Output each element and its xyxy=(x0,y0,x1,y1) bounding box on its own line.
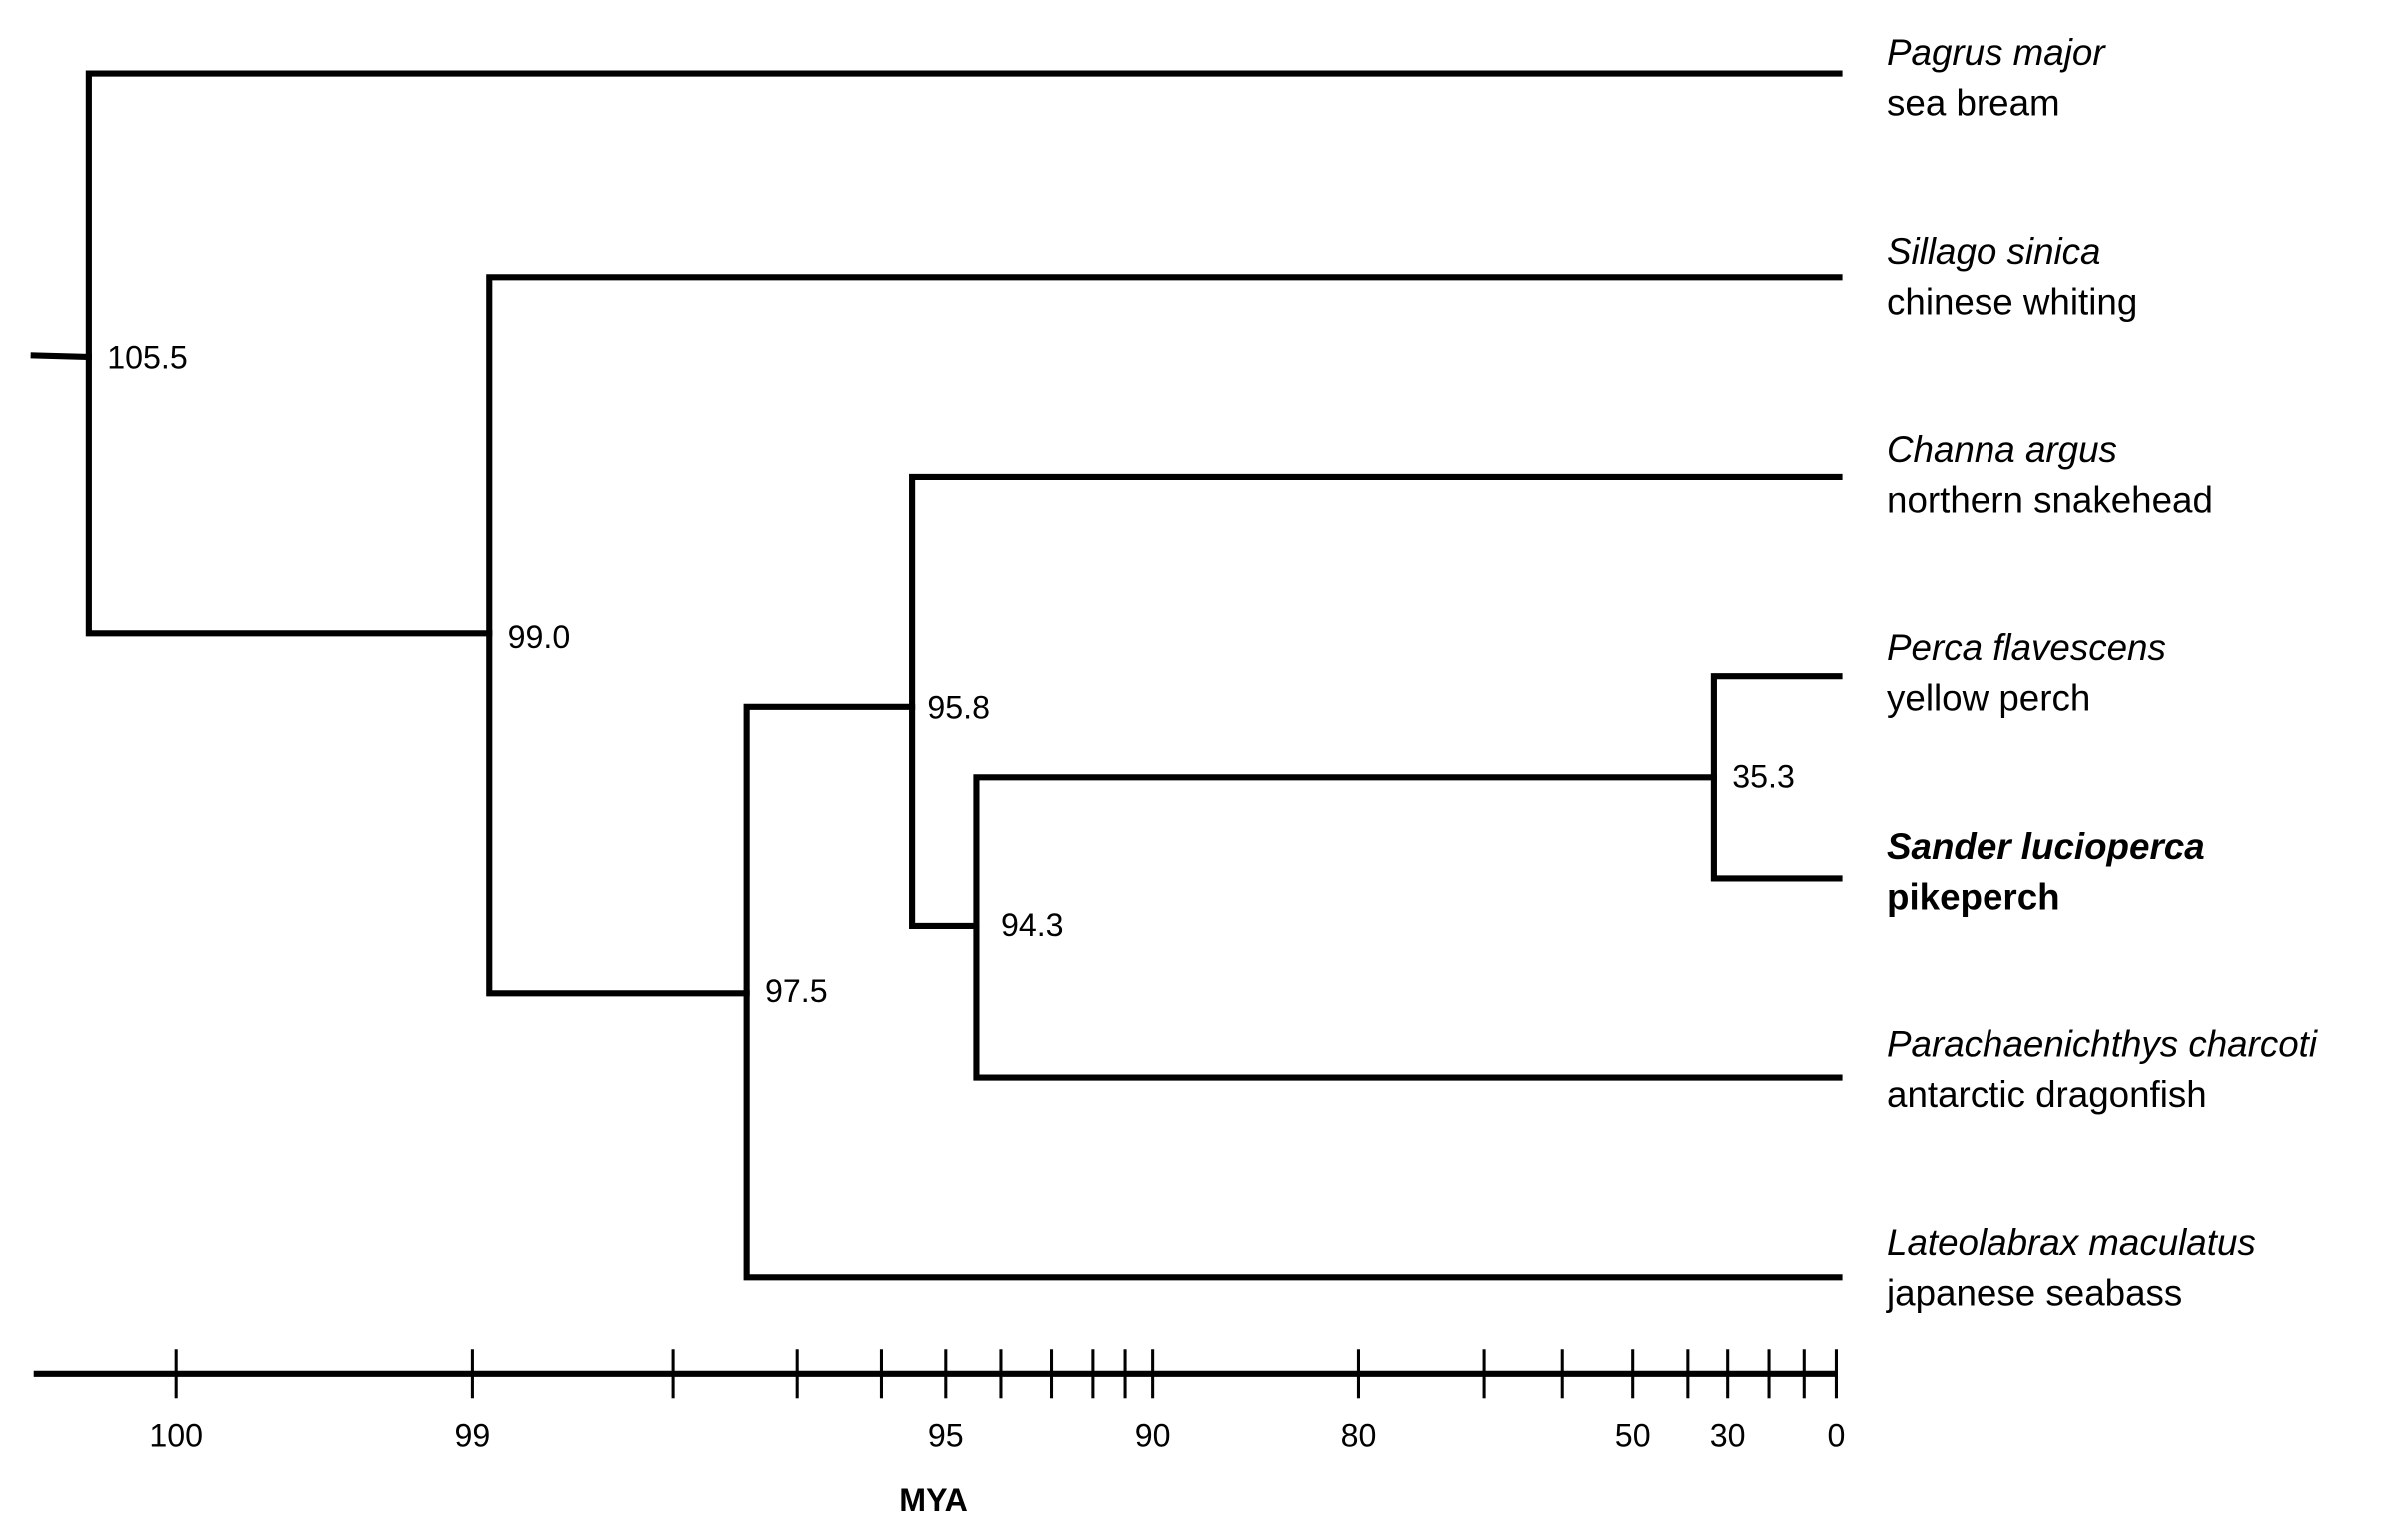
taxon-latin-name: Channa argus xyxy=(1887,429,2117,470)
branch xyxy=(1710,673,1843,882)
axis-tick-label: 90 xyxy=(1135,1418,1171,1454)
taxon-common-name: sea bream xyxy=(1887,82,2060,123)
taxon-common-name: yellow perch xyxy=(1887,677,2090,718)
node-labels: 105.5 99.0 97.5 95.8 94.3 35.3 xyxy=(107,340,1795,1009)
taxon-common-name: northern snakehead xyxy=(1887,480,2213,521)
branches xyxy=(30,70,1843,1281)
node-label: 35.3 xyxy=(1732,758,1795,794)
branch xyxy=(486,274,1843,997)
taxon-common-name: japanese seabass xyxy=(1886,1272,2182,1313)
branch xyxy=(909,473,1843,929)
taxon-latin-name: Sander lucioperca xyxy=(1887,826,2205,867)
axis-tick-label: 50 xyxy=(1615,1418,1651,1454)
branch xyxy=(743,703,1843,1281)
node-label: 97.5 xyxy=(765,973,828,1009)
node-label: 95.8 xyxy=(927,689,990,725)
taxon-latin-name: Pagrus major xyxy=(1887,32,2106,73)
branch xyxy=(85,70,1843,637)
axis-tick-label: 80 xyxy=(1341,1418,1377,1454)
taxon-latin-name: Lateolabrax maculatus xyxy=(1887,1222,2256,1263)
taxon-common-name: antarctic dragonfish xyxy=(1887,1074,2207,1115)
taxon-common-name: pikeperch xyxy=(1887,877,2060,918)
axis-tick-label: 95 xyxy=(928,1418,964,1454)
taxon-latin-name: Perca flavescens xyxy=(1887,627,2166,668)
taxon-latin-name: Parachaenichthys charcoti xyxy=(1887,1024,2318,1065)
time-axis: MYA 100 99 95 90 80 50 30 0 xyxy=(33,1349,1846,1518)
node-label: 105.5 xyxy=(107,340,187,376)
root-branch xyxy=(30,352,93,361)
taxa-labels: Pagrus major sea bream Sillago sinica chine… xyxy=(1886,32,2318,1313)
branch xyxy=(973,774,1843,1081)
axis-tick-label: 0 xyxy=(1828,1418,1846,1454)
taxon-common-name: chinese whiting xyxy=(1887,282,2137,323)
axis-tick-label: 100 xyxy=(149,1418,203,1454)
axis-title: MYA xyxy=(899,1482,968,1518)
taxon-latin-name: Sillago sinica xyxy=(1887,231,2101,272)
axis-tick-label: 30 xyxy=(1710,1418,1746,1454)
axis-tick-label: 99 xyxy=(455,1418,491,1454)
node-label: 99.0 xyxy=(508,619,571,655)
node-label: 94.3 xyxy=(1001,907,1064,943)
